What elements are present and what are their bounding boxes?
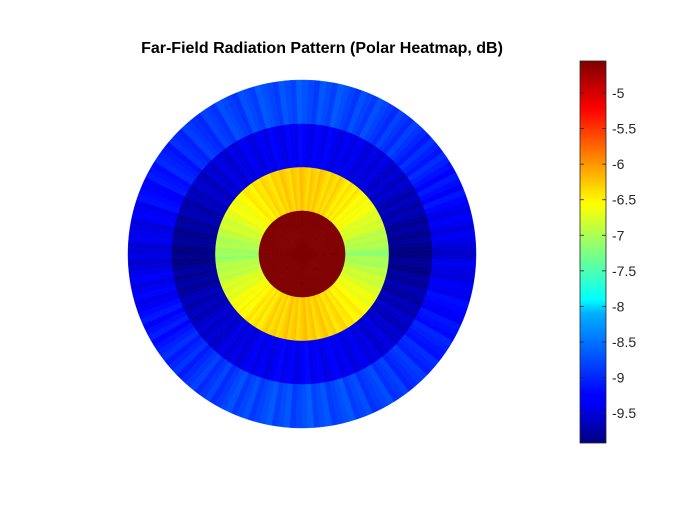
- colorbar-tick-label: -9.5: [612, 405, 636, 421]
- colorbar-tick-label: -8: [612, 298, 625, 314]
- colorbar-tick-label: -7: [612, 227, 625, 243]
- colorbar-gradient: [579, 60, 607, 444]
- colorbar-tick-label: -6: [612, 156, 625, 172]
- heatmap-cell-ring3-sector179: [432, 253, 477, 261]
- colorbar-tick-label: -6.5: [612, 192, 636, 208]
- colorbar-tick-label: -8.5: [612, 334, 636, 350]
- colorbar-tick-label: -9: [612, 370, 625, 386]
- colorbar: -5 -5.5 -6 -6.5 -7 -7.5 -8 -8.5 -9 -9.5: [579, 60, 636, 444]
- colorbar-ticks: -5 -5.5 -6 -6.5 -7 -7.5 -8 -8.5 -9 -9.5: [580, 85, 636, 421]
- chart-title: Far-Field Radiation Pattern (Polar Heatm…: [141, 40, 503, 57]
- colorbar-tick-label: -7.5: [612, 263, 636, 279]
- colorbar-tick-label: -5.5: [612, 121, 636, 137]
- colorbar-tick-label: -5: [612, 85, 625, 101]
- polar-heatmap: [127, 79, 477, 429]
